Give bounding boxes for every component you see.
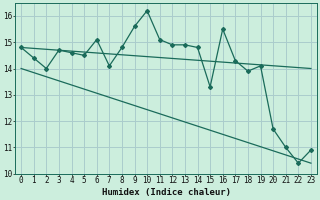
X-axis label: Humidex (Indice chaleur): Humidex (Indice chaleur) — [101, 188, 230, 197]
